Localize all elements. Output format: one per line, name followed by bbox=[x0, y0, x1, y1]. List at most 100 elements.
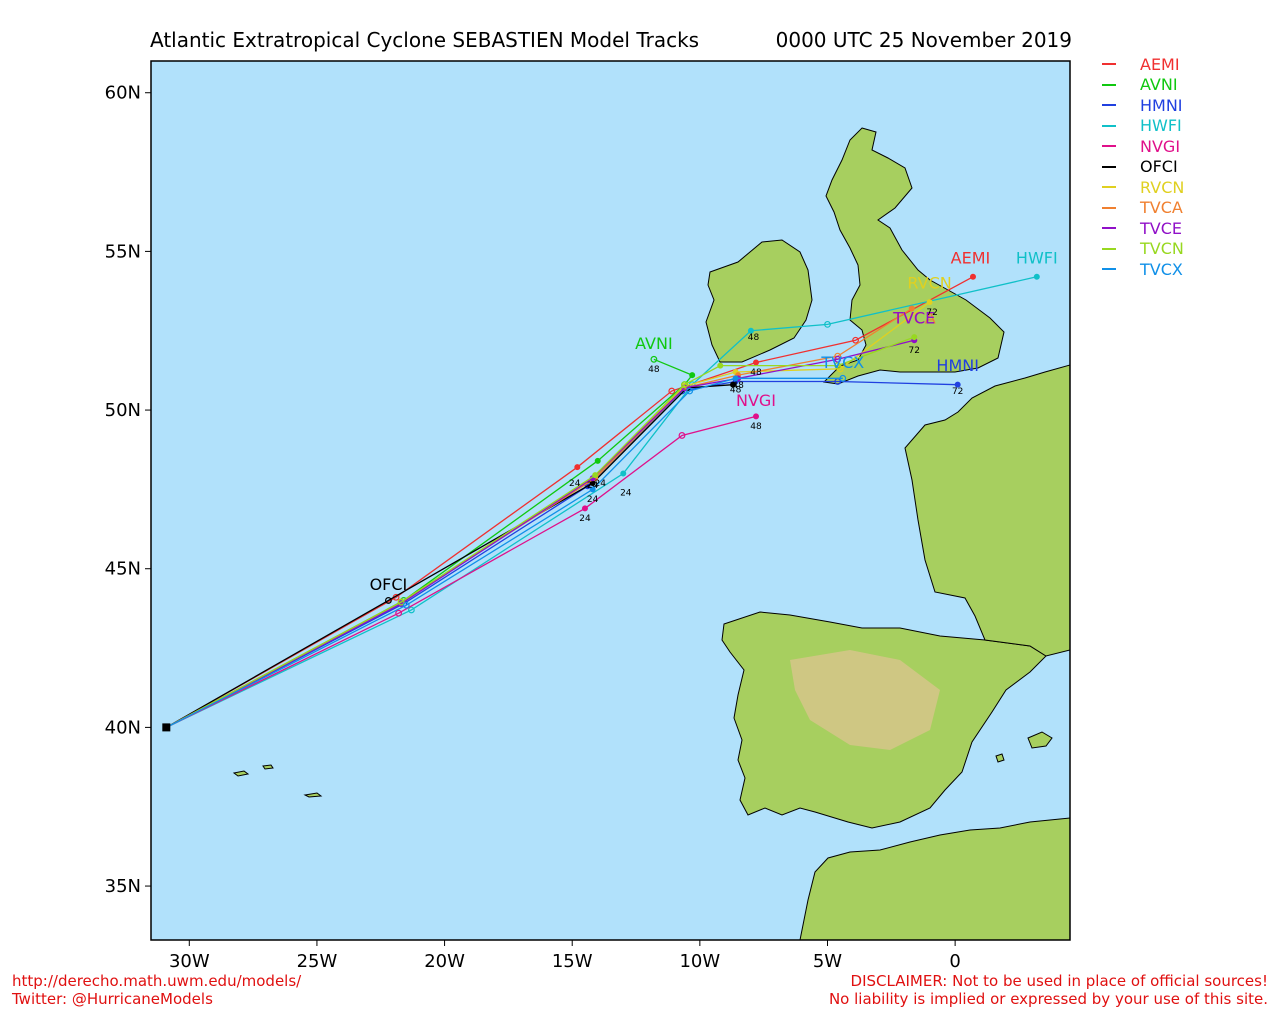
legend-swatch bbox=[1102, 186, 1116, 189]
track-point-avni bbox=[689, 372, 696, 379]
legend-label: HMNI bbox=[1140, 95, 1183, 115]
legend-item-tvcn: TVCN bbox=[1102, 239, 1184, 260]
legend-item-avni: AVNI bbox=[1102, 75, 1184, 96]
x-tick-label: 15W bbox=[552, 951, 593, 972]
track-label-aemi: AEMI bbox=[951, 248, 991, 267]
africa-land bbox=[799, 817, 1070, 940]
track-point-avni bbox=[650, 355, 658, 363]
x-tick-label: 30W bbox=[169, 951, 210, 972]
y-tick-label: 45N bbox=[105, 559, 141, 580]
start-position-marker bbox=[162, 723, 171, 732]
track-point-tvca bbox=[908, 305, 915, 312]
forecast-hour-label: 72 bbox=[952, 387, 963, 397]
legend-swatch bbox=[1102, 145, 1116, 148]
track-label-rvcn: RVCN bbox=[907, 274, 951, 293]
x-tick-label: 0 bbox=[949, 951, 960, 972]
x-tick-label: 20W bbox=[424, 951, 465, 972]
track-point-nvgi bbox=[678, 432, 686, 439]
legend-label: NVGI bbox=[1140, 136, 1181, 156]
track-label-ofci: OFCI bbox=[370, 575, 408, 594]
forecast-hour-label: 24 bbox=[569, 479, 581, 489]
forecast-hour-label: 72 bbox=[926, 308, 937, 318]
track-point-tvcn bbox=[397, 598, 405, 606]
y-tick-label: 60N bbox=[105, 83, 141, 104]
legend-item-hmni: HMNI bbox=[1102, 95, 1184, 116]
great-britain-land bbox=[822, 127, 1005, 385]
legend-item-rvcn: RVCN bbox=[1102, 177, 1184, 198]
legend-item-hwfi: HWFI bbox=[1102, 116, 1184, 137]
track-point-hwfi bbox=[407, 606, 415, 614]
legend-swatch bbox=[1102, 104, 1116, 107]
footer-disclaimer: DISCLAIMER: Not to be used in place of o… bbox=[829, 972, 1268, 1008]
ireland-land bbox=[705, 239, 813, 363]
legend-label: TVCA bbox=[1140, 198, 1183, 218]
legend-swatch bbox=[1102, 83, 1116, 86]
legend-label: TVCN bbox=[1140, 239, 1184, 259]
legend-label: AEMI bbox=[1140, 54, 1180, 74]
legend-label: AVNI bbox=[1140, 75, 1178, 95]
legend-label: OFCI bbox=[1140, 157, 1178, 177]
legend-swatch bbox=[1102, 227, 1116, 230]
forecast-hour-label: 24 bbox=[620, 489, 632, 499]
track-point-hmni bbox=[954, 381, 961, 388]
legend-swatch bbox=[1102, 124, 1116, 127]
track-point-tvcn bbox=[592, 472, 599, 479]
track-layer bbox=[165, 273, 1040, 728]
disclaimer-line-2: No liability is implied or expressed by … bbox=[828, 990, 1268, 1008]
track-tvcn bbox=[166, 336, 915, 728]
track-point-hwfi bbox=[747, 327, 754, 334]
track-label-nvgi: NVGI bbox=[736, 391, 776, 410]
y-tick-label: 55N bbox=[105, 241, 141, 262]
track-point-nvgi bbox=[581, 505, 588, 512]
track-point-nvgi bbox=[395, 609, 403, 617]
forecast-hour-label: 48 bbox=[730, 386, 742, 396]
axis-layer: 30W 25W 20W 15W 10W 5W 0 60N 55N 50N 45N 40N 35N bbox=[105, 83, 961, 972]
legend-label: RVCN bbox=[1140, 177, 1185, 197]
forecast-hour-label: 48 bbox=[750, 422, 762, 432]
track-label-tvce: TVCE bbox=[892, 309, 935, 328]
y-tick-label: 50N bbox=[105, 400, 141, 421]
track-point-aemi bbox=[574, 464, 581, 471]
y-tick-label: 35N bbox=[105, 876, 141, 897]
legend-item-nvgi: NVGI bbox=[1102, 136, 1184, 157]
track-point-ofci bbox=[730, 381, 737, 388]
legend-item-tvcx: TVCX bbox=[1102, 259, 1184, 280]
forecast-hour-label: 48 bbox=[748, 333, 760, 343]
track-point-ofci bbox=[385, 597, 392, 604]
track-point-aemi bbox=[852, 336, 859, 344]
legend-swatch bbox=[1102, 206, 1116, 209]
track-point-tvcx bbox=[732, 375, 739, 382]
track-label-tvca: TVCA bbox=[892, 309, 936, 328]
meseta-highland bbox=[790, 650, 940, 750]
legend-swatch bbox=[1102, 63, 1116, 66]
y-tick-label: 40N bbox=[105, 717, 141, 738]
track-point-hwfi bbox=[620, 470, 627, 477]
track-point-tvcn bbox=[717, 362, 724, 369]
france-land bbox=[904, 364, 1070, 657]
land-layer bbox=[232, 127, 1070, 940]
track-point-tvcx bbox=[839, 374, 847, 382]
azores-islands bbox=[232, 764, 323, 798]
track-point-tvcn bbox=[911, 334, 918, 341]
track-point-tvce bbox=[834, 355, 842, 363]
footer-credits: http://derecho.math.uwm.edu/models/ Twit… bbox=[12, 972, 301, 1008]
source-url[interactable]: http://derecho.math.uwm.edu/models/ bbox=[12, 972, 302, 990]
legend-item-aemi: AEMI bbox=[1102, 54, 1184, 75]
legend-item-tvca: TVCA bbox=[1102, 198, 1184, 219]
track-tvcx bbox=[166, 377, 843, 728]
track-point-tvcx bbox=[402, 601, 410, 609]
forecast-hour-label: 24 bbox=[587, 495, 599, 505]
legend-swatch bbox=[1102, 247, 1116, 250]
legend-swatch bbox=[1102, 165, 1116, 168]
track-point-tvcn bbox=[834, 362, 842, 370]
balearic-islands bbox=[995, 731, 1053, 763]
legend-label: TVCX bbox=[1140, 259, 1183, 279]
track-label-avni: AVNI bbox=[635, 334, 673, 353]
track-point-aemi bbox=[969, 273, 976, 280]
track-point-tvcx bbox=[589, 486, 596, 493]
track-point-rvcn bbox=[926, 299, 933, 306]
x-tick-label: 10W bbox=[679, 951, 720, 972]
twitter-handle[interactable]: Twitter: @HurricaneModels bbox=[12, 990, 213, 1008]
track-point-hwfi bbox=[1033, 273, 1040, 280]
